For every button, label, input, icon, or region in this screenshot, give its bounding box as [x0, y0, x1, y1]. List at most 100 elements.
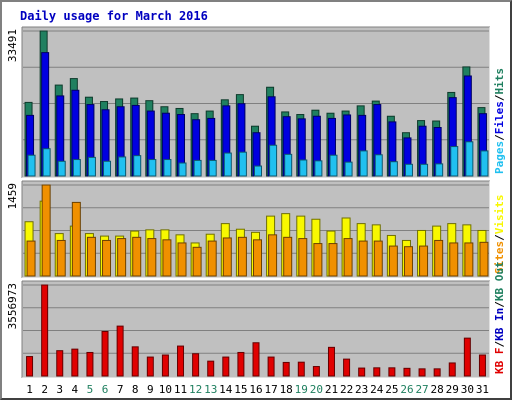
bar-sites [222, 237, 232, 277]
chart-title: Daily usage for March 2016 [20, 9, 208, 23]
bar-kb-f [252, 342, 260, 377]
bar-sites [147, 238, 157, 277]
bar-kb-f [237, 351, 245, 377]
bar-kb-f [448, 362, 456, 377]
bar-pages [193, 159, 202, 177]
bar-sites [117, 238, 127, 277]
bar-kb-f [312, 366, 320, 377]
bar-pages [57, 160, 66, 177]
legend-entry: KB F [493, 348, 506, 375]
x-tick-label: 23 [355, 383, 368, 396]
bar-kb-f [358, 367, 366, 377]
x-tick-label: 16 [249, 383, 262, 396]
x-tick-label: 29 [446, 383, 459, 396]
bar-kb-f [418, 368, 426, 377]
bar-pages [435, 163, 444, 177]
legend-separator: / [493, 94, 506, 101]
x-tick-label: 15 [234, 383, 247, 396]
bar-sites [41, 184, 51, 277]
bar-kb-f [433, 368, 441, 377]
legend-entry: Files [493, 101, 506, 134]
x-tick-label: 13 [204, 383, 217, 396]
bar-kb-f [161, 354, 169, 377]
bar-kb-f [388, 367, 396, 377]
legend-entry: Visits [493, 195, 506, 235]
x-tick-label: 14 [219, 383, 233, 396]
x-tick-label: 21 [325, 383, 338, 396]
x-tick-label: 1 [26, 383, 33, 396]
bar-sites [86, 236, 96, 277]
bar-pages [480, 150, 489, 177]
legend-separator: / [493, 301, 506, 308]
bar-kb-f [373, 367, 381, 377]
bar-sites [207, 240, 217, 277]
bar-sites [449, 242, 459, 277]
x-tick-label: 11 [174, 383, 187, 396]
bar-pages [420, 163, 429, 177]
bar-pages [329, 154, 338, 177]
bar-sites [237, 236, 247, 277]
x-tick-label: 7 [117, 383, 124, 396]
y-max-label: 3556973 [6, 283, 19, 329]
bar-pages [238, 151, 247, 177]
legend: KB F/KB In/KB Out [493, 261, 506, 374]
bar-kb-f [56, 350, 64, 377]
bar-kb-f [207, 360, 215, 377]
panel-visits-sites: 1459 Sites/Visits [6, 180, 506, 279]
bar-sites [162, 239, 172, 277]
bar-pages [284, 153, 293, 177]
x-tick-label: 8 [132, 383, 139, 396]
bar-kb-f [222, 356, 230, 377]
bar-pages [314, 160, 323, 177]
bar-sites [71, 201, 81, 277]
bar-pages [87, 156, 96, 177]
bar-sites [283, 236, 293, 277]
x-tick-label: 9 [147, 383, 154, 396]
bar-pages [389, 161, 398, 177]
bar-sites [253, 239, 262, 277]
bar-kb-f [177, 345, 185, 377]
bar-pages [178, 162, 187, 177]
bar-pages [72, 159, 81, 177]
bar-pages [103, 160, 112, 177]
bar-kb-f [101, 330, 109, 377]
x-tick-label: 27 [415, 383, 428, 396]
x-tick-label: 6 [102, 383, 109, 396]
legend-entry: KB Out [493, 261, 506, 301]
bar-sites [388, 245, 398, 277]
x-tick-label: 22 [340, 383, 353, 396]
bar-kb-f [327, 346, 335, 377]
bar-kb-f [478, 354, 486, 377]
bar-kb-f [86, 351, 94, 377]
bar-sites [358, 240, 368, 277]
bar-sites [192, 246, 202, 277]
bar-sites [132, 236, 142, 277]
bar-kb-f [71, 348, 79, 377]
bar-pages [163, 159, 172, 177]
bar-kb-f [343, 358, 351, 377]
bar-sites [102, 239, 112, 277]
x-tick-label: 25 [385, 383, 398, 396]
x-tick-label: 28 [431, 383, 444, 396]
legend-separator: / [493, 234, 506, 241]
bar-pages [254, 165, 262, 177]
bar-sites [403, 246, 413, 277]
bar-pages [27, 154, 36, 177]
bar-pages [344, 161, 353, 177]
bar-sites [328, 243, 338, 277]
bar-sites [298, 238, 308, 277]
bar-pages [465, 141, 474, 177]
legend-entry: Pages [493, 141, 506, 174]
x-tick-label: 10 [159, 383, 172, 396]
bar-pages [223, 152, 232, 177]
x-tick-label: 19 [295, 383, 308, 396]
legend-separator: / [493, 134, 506, 141]
bar-sites [373, 240, 383, 277]
bar-kb-f [146, 356, 154, 377]
bar-sites [313, 243, 323, 277]
bar-sites [479, 241, 489, 277]
x-tick-label: 4 [72, 383, 79, 396]
bar-pages [404, 163, 413, 177]
